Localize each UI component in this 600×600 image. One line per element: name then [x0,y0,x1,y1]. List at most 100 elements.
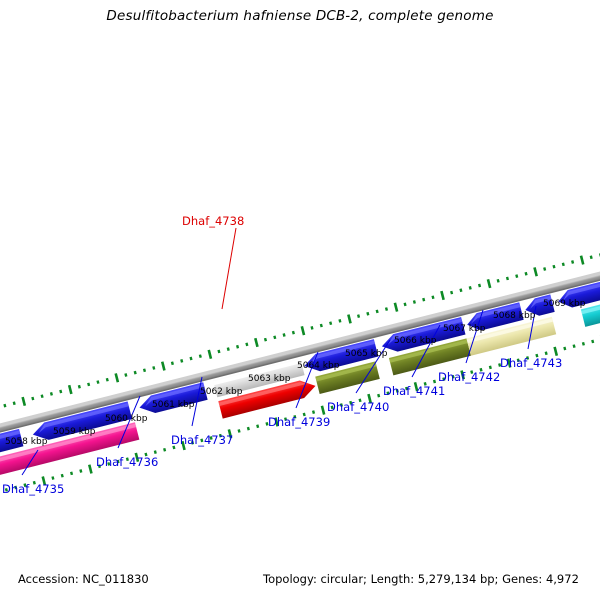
ruler-tick-label: 5064 kbp [297,361,340,371]
ruler-minor-dot [535,353,539,358]
ruler-minor-dot [477,283,482,288]
accession-text: Accession: NC_011830 [18,572,149,586]
ruler-major-tick [320,405,326,415]
ruler-tick-label: 5059 kbp [53,427,96,437]
ruler-minor-dot [51,476,55,480]
gene-arrow-blue-small[interactable] [523,294,555,318]
leader-line-dhaf_4740 [355,339,391,394]
ruler-minor-dot [163,447,167,452]
ruler-major-tick [67,384,73,395]
ruler-minor-dot [97,464,102,469]
gene-label-dhaf_4742[interactable]: Dhaf_4742 [438,370,501,384]
ruler-minor-dot [330,405,334,410]
ruler-minor-dot [3,403,7,408]
ruler-minor-dot [470,370,474,374]
ruler-minor-dot [32,480,36,485]
ruler-tick-label: 5062 kbp [200,387,243,397]
ruler-major-tick [300,326,306,336]
ruler-minor-dot [107,462,111,466]
gene-arrow-blue-e[interactable] [380,317,466,355]
ruler-minor-dot [591,339,595,344]
ruler-minor-dot [172,445,176,450]
gene-arrow-magenta[interactable] [0,422,140,486]
gene-label-dhaf_4737[interactable]: Dhaf_4737 [171,433,234,447]
ruler-minor-dot [405,386,409,391]
ruler-minor-dot [459,288,463,293]
ruler-major-tick [347,314,352,324]
gene-arrow-red-highlighted[interactable] [218,377,317,419]
ruler-minor-dot [412,300,416,304]
ruler-minor-dot [302,412,306,417]
ruler-minor-dot [236,344,240,349]
ruler-major-tick [460,370,466,380]
ruler-minor-dot [488,365,492,370]
ruler-major-tick [553,346,559,357]
ruler-major-tick [440,290,445,301]
ruler-minor-dot [384,307,389,311]
ruler-minor-dot [403,302,407,307]
gene-arrow-blue-c[interactable] [137,382,208,416]
gene-label-dhaf_4735[interactable]: Dhaf_4735 [2,482,65,496]
ruler-major-tick [207,349,213,359]
gene-arrow-blue-g[interactable] [556,273,600,311]
gene-arrow-khaki[interactable] [466,316,557,356]
ruler-minor-dot [60,473,64,478]
ruler-tick-label: 5058 kbp [5,437,48,447]
ruler-major-tick [533,267,538,277]
ruler-minor-dot [144,452,148,457]
ruler-minor-dot [349,400,353,405]
ruler-minor-dot [291,330,295,335]
ruler-minor-dot [496,278,500,283]
ruler-major-tick [21,396,27,407]
gene-arrow-blue-b[interactable] [31,401,133,443]
ruler-minor-dot [515,274,519,278]
ruler-minor-dot [49,391,53,396]
topology-stats-text: Topology: circular; Length: 5,279,134 bp… [263,572,579,586]
gene-arrow-olive-b[interactable] [388,338,471,376]
ruler-minor-dot [77,384,81,389]
ruler-minor-dot [265,422,269,426]
leader-line-dhaf_4738 [221,227,237,310]
gene-track-lower [0,277,600,486]
ruler-minor-dot [356,314,361,318]
ruler-minor-dot [226,347,230,351]
ruler-minor-dot [190,440,195,445]
ruler-tick-label: 5060 kbp [105,414,148,424]
ruler-major-tick [227,429,233,439]
ruler-tick-label: 5067 kbp [443,324,486,334]
gene-arrow-blue-f[interactable] [465,302,524,333]
ruler-major-tick [134,452,140,462]
gene-label-dhaf_4740[interactable]: Dhaf_4740 [327,400,390,414]
gene-box-highlight[interactable] [212,357,305,398]
ruler-minor-dot [571,260,575,264]
gene-label-dhaf_4741[interactable]: Dhaf_4741 [383,384,446,398]
gene-label-dhaf_4738[interactable]: Dhaf_4738 [182,214,245,228]
label-leader-lines [21,227,537,476]
ruler-minor-dot [273,335,277,340]
ruler-major-tick [41,476,47,486]
ruler-minor-dot [40,394,44,399]
gene-arrow-olive-a[interactable] [315,361,380,395]
ruler-minor-dot [552,264,556,269]
gene-arrow-blue-d[interactable] [302,339,379,375]
ruler-minor-dot [245,342,249,347]
ruler-minor-dot [14,485,18,490]
gene-arrow-blue-a[interactable] [0,428,24,464]
ruler-minor-dot [105,377,109,382]
ruler-major-tick [579,255,585,265]
ruler-tick-label: 5068 kbp [493,311,536,321]
ruler-minor-dot [319,323,323,328]
leader-line-dhaf_4735 [21,449,39,476]
ruler-minor-dot [375,309,379,314]
ruler-major-tick [506,358,512,368]
leader-line-dhaf_4741 [411,324,441,378]
ruler-tick-label: 5066 kbp [394,336,437,346]
ruler-minor-dot [395,389,399,393]
leader-line-dhaf_4737 [191,376,203,427]
leader-line-dhaf_4742 [465,309,484,364]
ruler-minor-dot [87,382,91,387]
gene-label-dhaf_4736[interactable]: Dhaf_4736 [96,455,159,469]
gene-label-dhaf_4743[interactable]: Dhaf_4743 [500,356,563,370]
ruler-tick-label: 5065 kbp [345,349,388,359]
gene-label-dhaf_4739[interactable]: Dhaf_4739 [268,415,331,429]
